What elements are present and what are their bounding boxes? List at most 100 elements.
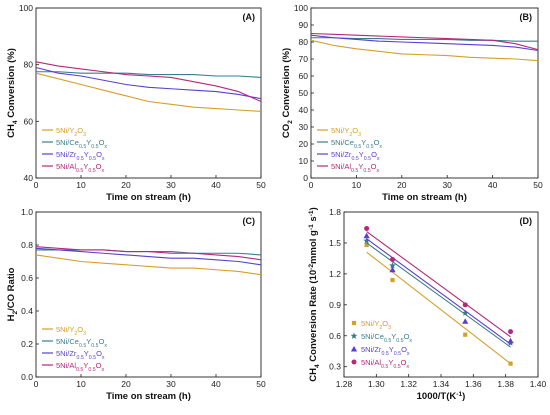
marker-square <box>390 277 395 283</box>
text-span: 4 <box>314 364 321 368</box>
text-span: 0.5 <box>351 168 358 174</box>
text-span: 0.5 <box>88 168 95 174</box>
marker-triangle <box>507 337 514 344</box>
text-span: O <box>77 126 83 135</box>
x-tick-label: 1.30 <box>368 379 385 389</box>
x-tick-label: 1.34 <box>433 379 450 389</box>
text-span: Y <box>83 361 88 370</box>
text-span: Al <box>69 162 76 171</box>
text-span: Ce <box>69 337 79 346</box>
y-axis-label: H2/CO Ratio <box>6 267 19 321</box>
text-span: Zr <box>69 150 77 159</box>
text-span: 0.5 <box>393 364 400 370</box>
text-span: 0.5 <box>394 351 401 357</box>
legend-label: 5Ni/Ce0.5Y0.5Ox <box>361 332 412 344</box>
x-axis-label: Time on stream (h) <box>106 391 191 402</box>
y-tick-label: 0.3 <box>329 362 341 372</box>
series-line <box>36 71 262 78</box>
x-tick-label: 40 <box>211 180 221 190</box>
series-line <box>35 246 262 261</box>
x-tick-label: 20 <box>397 180 407 190</box>
text-span: O <box>401 345 407 354</box>
text-span: s <box>308 216 319 221</box>
text-span: Conversion (%) <box>281 48 292 120</box>
marker-star <box>389 262 396 269</box>
legend-label: 5Ni/Zr0.5Y0.5Ox <box>331 150 380 162</box>
x-tick-label: 50 <box>533 180 543 190</box>
panel-label: (D) <box>520 216 533 226</box>
text-span: Y <box>344 126 349 135</box>
x-tick-label: 1.40 <box>530 379 547 389</box>
text-span: 2 <box>74 331 77 337</box>
text-span: 3 <box>388 325 391 331</box>
text-span: 0.5 <box>366 144 373 150</box>
chart-panel-a: 0 10 20 30 40 50 40 60 80 100 Time on stream (h) CH… <box>6 3 266 203</box>
text-span: 2 <box>74 132 77 138</box>
text-span: -1 <box>308 210 315 216</box>
marker-square <box>463 332 468 337</box>
x-tick-label: 1.38 <box>497 379 514 389</box>
series-line <box>310 32 539 51</box>
x-axis-label: Time on stream (h) <box>382 192 467 203</box>
chart-panel-c: 0 10 20 30 40 50 0.0 0.2 0.4 0.6 0.8 1.0 Time on str… <box>6 207 266 402</box>
text-span: O <box>99 138 105 147</box>
text-span: 5Ni/ <box>56 349 70 358</box>
text-span: 3 <box>358 132 361 138</box>
y-tick-label: 1.8 <box>329 207 341 217</box>
legend-label: 5Ni/Y2O3 <box>361 319 391 331</box>
text-span: Time on stream (h) <box>382 192 467 203</box>
text-span: O <box>352 126 358 135</box>
text-span: CH <box>6 124 17 138</box>
y-tick-label: 100 <box>294 3 308 13</box>
fit-line <box>366 231 511 338</box>
text-span: x <box>407 351 410 357</box>
text-span: O <box>371 150 377 159</box>
text-span: Zr <box>374 345 382 354</box>
series-line <box>35 254 262 276</box>
text-span: 3 <box>83 331 86 337</box>
text-span: O <box>96 162 102 171</box>
legend-label: 5Ni/Ce0.5Y0.5Ox <box>331 138 382 150</box>
text-span: x <box>102 355 105 361</box>
y-tick-label: 0.6 <box>21 273 33 283</box>
text-span: H <box>6 314 17 321</box>
text-span: 0.5 <box>89 156 96 162</box>
text-span: 0.5 <box>76 156 83 162</box>
text-span: 5Ni/ <box>56 361 70 370</box>
marker-star <box>350 332 358 339</box>
legend-label: 5Ni/Zr0.5Y0.5Ox <box>361 345 410 357</box>
series-line <box>310 34 539 52</box>
text-span: Y <box>388 358 393 367</box>
text-span: Y <box>69 126 74 135</box>
text-span: 5Ni/ <box>56 150 70 159</box>
y-tick-label: 60 <box>24 116 34 126</box>
plot-frame <box>35 211 262 378</box>
text-span: O <box>401 358 407 367</box>
x-tick-label: 50 <box>256 379 266 389</box>
y-tick-label: 0.6 <box>329 331 341 341</box>
x-tick-label: 20 <box>121 379 131 389</box>
y-tick-label: 0.9 <box>329 300 341 310</box>
text-span: 5Ni/ <box>331 150 345 159</box>
text-span: 0.5 <box>79 144 86 150</box>
text-span: O <box>99 337 105 346</box>
y-tick-label: 60 <box>299 71 309 81</box>
text-span: x <box>407 364 410 370</box>
text-span: x <box>102 367 105 373</box>
marker-circle <box>390 256 395 262</box>
text-span: 2 <box>349 132 352 138</box>
text-span: Y <box>389 345 394 354</box>
y-axis-label: CH4 Conversion Rate (10-2mmol g-1 s-1) <box>308 207 321 382</box>
text-span: -1 <box>308 224 315 230</box>
x-tick-label: 1.36 <box>465 379 482 389</box>
y-tick-label: 90 <box>299 20 309 30</box>
series-line <box>310 39 539 62</box>
x-tick-label: 50 <box>256 180 266 190</box>
text-span: /CO Ratio <box>6 267 17 310</box>
text-span: 5Ni/ <box>56 337 70 346</box>
legend-label: 5Ni/Ce0.5Y0.5Ox <box>56 138 107 150</box>
y-tick-label: 1.0 <box>21 207 33 217</box>
marker-star <box>461 309 469 316</box>
marker-star <box>363 237 370 244</box>
text-span: Zr <box>69 349 77 358</box>
